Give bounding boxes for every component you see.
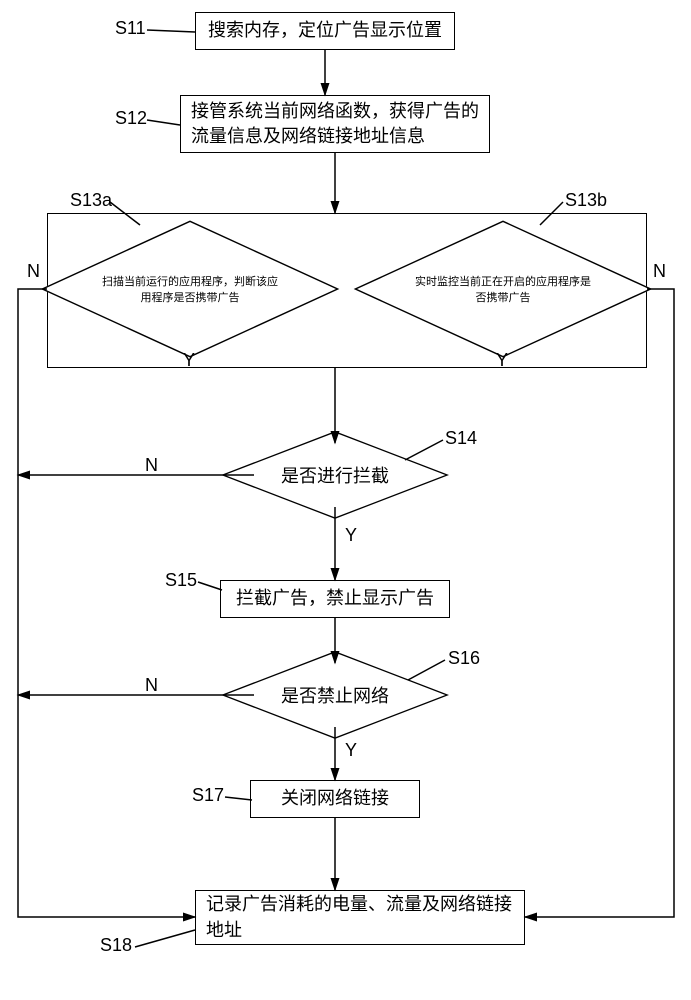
node-s15: 拦截广告，禁止显示广告 [220, 580, 450, 618]
edge-label-s16-n: N [145, 675, 158, 696]
edge-label-s13a-y: Y [183, 350, 195, 371]
edge-label-s13a-n: N [27, 261, 40, 282]
node-s17: 关闭网络链接 [250, 780, 420, 818]
node-s12: 接管系统当前网络函数，获得广告的流量信息及网络链接地址信息 [180, 95, 490, 153]
node-s17-text: 关闭网络链接 [281, 786, 389, 811]
node-s12-text: 接管系统当前网络函数，获得广告的流量信息及网络链接地址信息 [191, 99, 479, 149]
step-label-s16: S16 [448, 648, 480, 669]
edge-label-s14-y: Y [345, 525, 357, 546]
step-label-s17: S17 [192, 785, 224, 806]
node-s18-text: 记录广告消耗的电量、流量及网络链接地址 [206, 892, 514, 942]
diamond-s16 [221, 651, 449, 739]
step-label-s18: S18 [100, 935, 132, 956]
diamond-s14 [221, 431, 449, 519]
node-s11-text: 搜索内存，定位广告显示位置 [208, 18, 442, 43]
step-label-s13a: S13a [70, 190, 112, 211]
edge-label-s13b-y: Y [496, 350, 508, 371]
step-label-s14: S14 [445, 428, 477, 449]
step-label-s15: S15 [165, 570, 197, 591]
step-label-s12: S12 [115, 108, 147, 129]
node-s11: 搜索内存，定位广告显示位置 [195, 12, 455, 50]
node-s15-text: 拦截广告，禁止显示广告 [236, 586, 434, 611]
edge-label-s13b-n: N [653, 261, 666, 282]
step-label-s11: S11 [115, 18, 146, 39]
node-s18: 记录广告消耗的电量、流量及网络链接地址 [195, 890, 525, 945]
edge-label-s16-y: Y [345, 740, 357, 761]
step-label-s13b: S13b [565, 190, 607, 211]
edge-label-s14-n: N [145, 455, 158, 476]
